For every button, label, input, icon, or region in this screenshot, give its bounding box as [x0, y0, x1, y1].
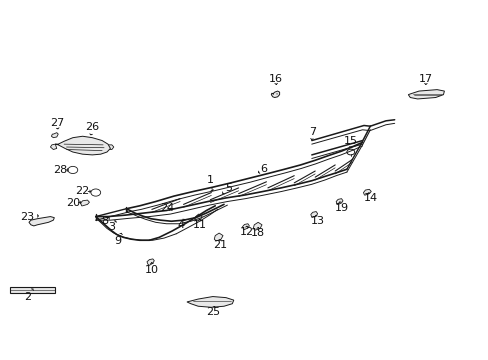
Polygon shape [186, 297, 233, 307]
Text: 8: 8 [101, 216, 109, 226]
Text: 22: 22 [75, 186, 90, 197]
Text: 17: 17 [418, 74, 432, 85]
Text: 1: 1 [206, 175, 213, 191]
Text: 2: 2 [24, 289, 33, 302]
Text: 20: 20 [66, 198, 81, 208]
Polygon shape [29, 217, 54, 226]
Text: 24: 24 [160, 203, 174, 213]
Text: 5: 5 [222, 183, 232, 194]
Polygon shape [81, 200, 89, 206]
Polygon shape [242, 224, 249, 229]
Text: 10: 10 [144, 262, 159, 275]
FancyBboxPatch shape [10, 287, 55, 293]
Text: 28: 28 [53, 165, 68, 175]
Polygon shape [194, 214, 202, 221]
Text: 26: 26 [85, 122, 99, 135]
Polygon shape [51, 133, 58, 138]
Text: 3: 3 [108, 221, 116, 231]
Polygon shape [107, 145, 114, 149]
Text: 13: 13 [310, 216, 324, 226]
Text: 25: 25 [205, 306, 220, 317]
Polygon shape [271, 91, 279, 98]
Polygon shape [363, 189, 370, 195]
Text: 15: 15 [343, 136, 357, 147]
Polygon shape [50, 144, 57, 149]
Polygon shape [214, 233, 223, 241]
Polygon shape [407, 90, 444, 99]
Polygon shape [310, 212, 317, 217]
Text: 21: 21 [213, 240, 227, 250]
Text: 14: 14 [364, 193, 378, 203]
Text: 7: 7 [308, 127, 316, 139]
Polygon shape [335, 199, 342, 204]
Text: 27: 27 [50, 118, 64, 129]
Polygon shape [253, 222, 262, 230]
Polygon shape [147, 259, 154, 265]
Text: 9: 9 [114, 233, 122, 246]
Text: 18: 18 [250, 228, 264, 238]
Text: 11: 11 [192, 219, 206, 230]
Text: 4: 4 [177, 219, 184, 230]
Text: 6: 6 [258, 164, 267, 174]
Text: 23: 23 [20, 212, 38, 221]
Text: 16: 16 [269, 74, 283, 85]
Text: 12: 12 [240, 226, 253, 237]
Polygon shape [55, 136, 110, 155]
Text: 19: 19 [334, 202, 348, 213]
